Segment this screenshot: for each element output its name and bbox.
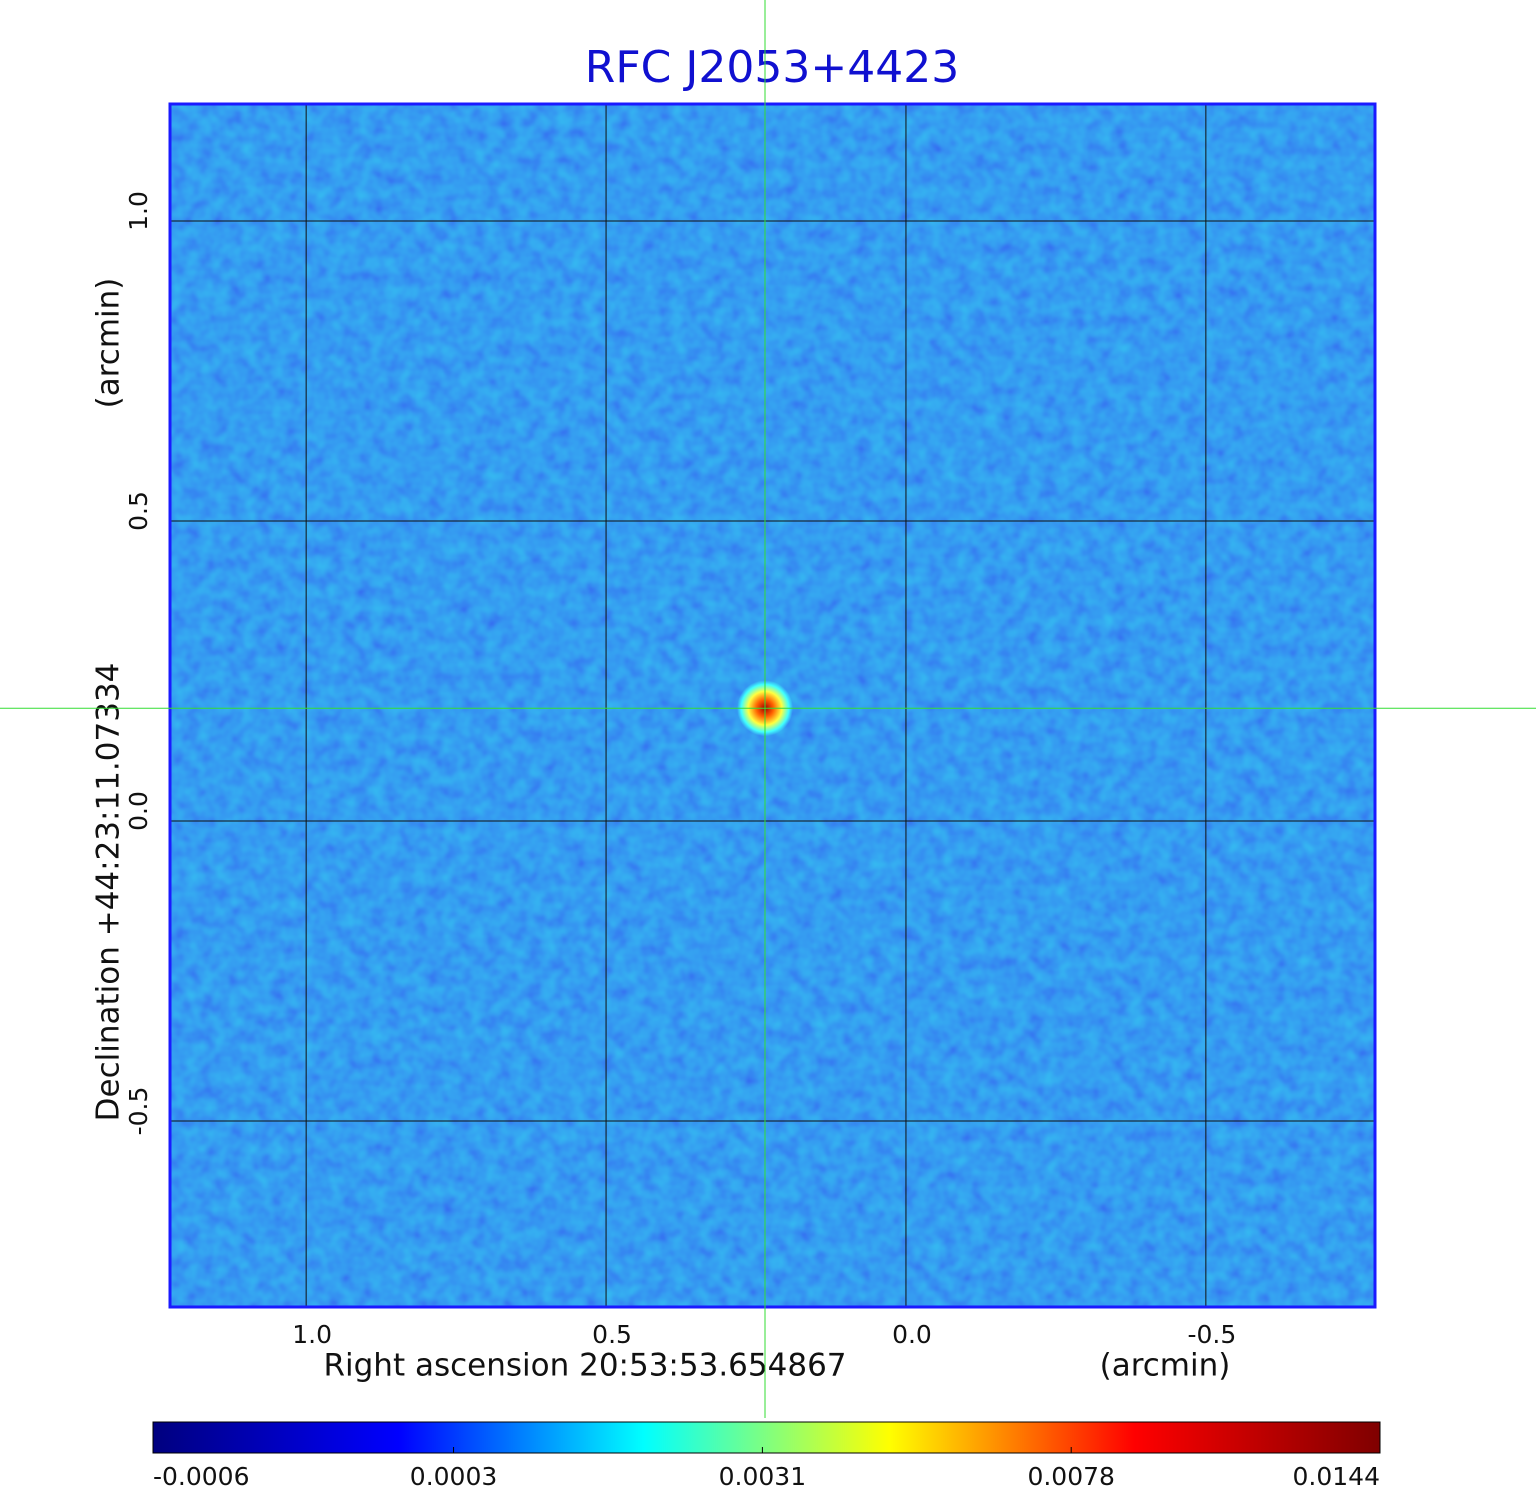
colorbar bbox=[152, 1421, 1381, 1454]
x-tick-label: 1.0 bbox=[292, 1320, 332, 1349]
x-tick-label: -0.5 bbox=[1187, 1320, 1236, 1349]
colorbar-tick-label: 0.0003 bbox=[410, 1462, 497, 1491]
x-tick-label: 0.5 bbox=[592, 1320, 632, 1349]
x-tick-label: 0.0 bbox=[892, 1320, 932, 1349]
x-axis-label: Right ascension 20:53:53.654867 bbox=[323, 1348, 846, 1384]
y-axis-label: Declination +44:23:11.07334 bbox=[91, 663, 127, 1122]
y-tick-label: 1.0 bbox=[124, 191, 153, 231]
colorbar-tick-label: 0.0144 bbox=[1293, 1462, 1380, 1491]
x-axis-unit: (arcmin) bbox=[1100, 1348, 1231, 1384]
y-tick-label: 0.5 bbox=[124, 491, 153, 531]
y-tick-label: -0.5 bbox=[124, 1087, 153, 1136]
y-axis-unit: (arcmin) bbox=[91, 278, 127, 409]
plot-frame bbox=[168, 102, 1377, 1309]
colorbar-tick-label: -0.0006 bbox=[153, 1462, 250, 1491]
colorbar-tick-label: 0.0031 bbox=[719, 1462, 806, 1491]
colorbar-tick-label: 0.0078 bbox=[1027, 1462, 1114, 1491]
plot-area bbox=[168, 102, 1377, 1309]
title: RFC J2053+4423 bbox=[585, 42, 959, 93]
y-tick-label: 0.0 bbox=[124, 791, 153, 831]
